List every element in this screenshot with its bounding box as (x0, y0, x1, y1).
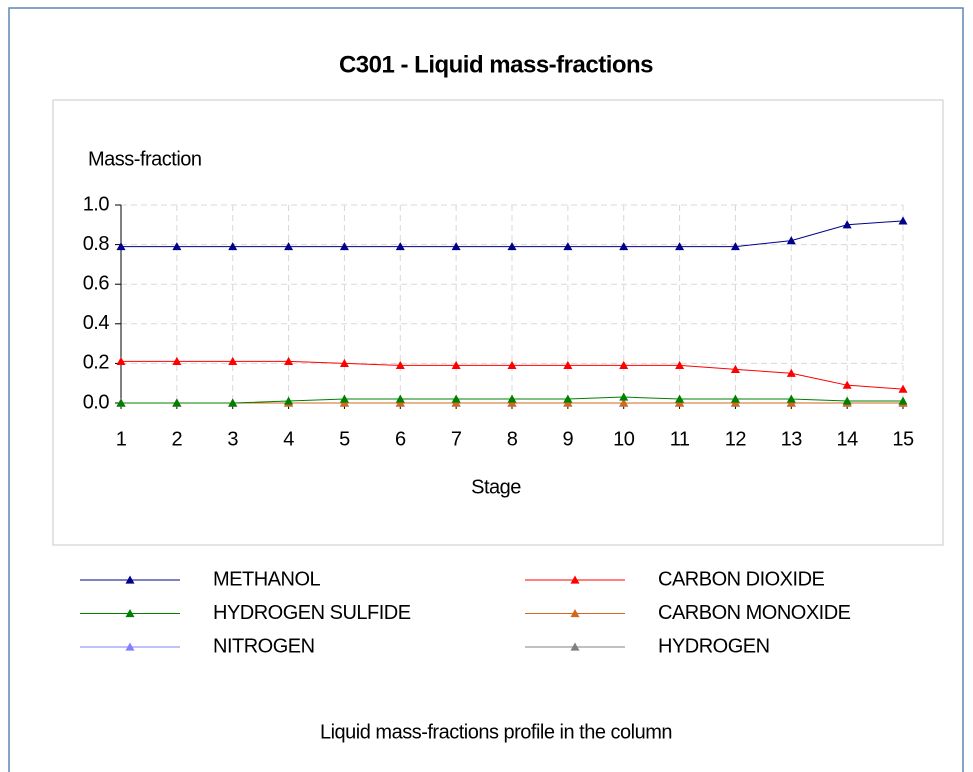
x-tick-label: 15 (892, 428, 914, 450)
series-marker (842, 396, 852, 405)
x-tick-label: 3 (227, 428, 238, 450)
x-tick-label: 6 (395, 428, 406, 450)
series-marker (730, 242, 740, 251)
x-tick-label: 5 (339, 428, 350, 450)
series-marker (284, 396, 294, 405)
legend-marker (570, 609, 580, 618)
y-axis-label: Mass-fraction (88, 148, 202, 170)
x-tick-label: 2 (172, 428, 183, 450)
series-marker (172, 398, 182, 407)
series-marker (451, 242, 461, 251)
series-marker (730, 364, 740, 373)
series-marker (842, 220, 852, 229)
y-tick-label: 0.4 (83, 312, 110, 334)
legend-marker (570, 642, 580, 651)
series-marker (116, 242, 126, 251)
series-marker (675, 394, 685, 403)
series-marker (563, 242, 573, 251)
x-tick-label: 9 (563, 428, 574, 450)
legend-marker (570, 575, 580, 584)
series-marker (228, 242, 238, 251)
series-marker (563, 360, 573, 369)
series-marker (619, 360, 629, 369)
series-marker (619, 392, 629, 401)
y-tick-label: 0.8 (83, 233, 110, 255)
series-marker (507, 242, 517, 251)
y-tick-label: 0.2 (83, 352, 110, 374)
series-marker (507, 360, 517, 369)
series-marker (786, 368, 796, 377)
series-marker (563, 394, 573, 403)
legend-label: HYDROGEN SULFIDE (213, 602, 411, 624)
legend-label: NITROGEN (213, 635, 315, 657)
series-marker (116, 356, 126, 366)
series-marker (786, 236, 796, 245)
series-marker (898, 216, 908, 225)
series-marker (842, 380, 852, 389)
series-marker (675, 360, 685, 369)
caption: Liquid mass-fractions profile in the col… (320, 721, 672, 743)
series-marker (619, 398, 629, 407)
x-tick-label: 4 (283, 428, 294, 450)
series-marker (339, 242, 349, 251)
series-marker (172, 242, 182, 251)
series-marker (228, 398, 238, 407)
y-tick-label: 1.0 (83, 193, 110, 215)
x-tick-label: 10 (613, 428, 635, 450)
series-marker (619, 242, 629, 251)
y-tick-label: 0.6 (83, 272, 110, 294)
outer-frame (8, 7, 964, 772)
series-marker (395, 394, 405, 403)
x-tick-label: 8 (507, 428, 518, 450)
series-marker (172, 356, 182, 366)
series-marker (228, 356, 238, 366)
plot-frame (52, 99, 944, 546)
series-marker (786, 394, 796, 403)
x-tick-label: 13 (781, 428, 803, 450)
x-tick-label: 1 (116, 428, 127, 450)
series-marker (116, 398, 126, 407)
x-tick-label: 11 (670, 428, 690, 450)
series-marker (339, 394, 349, 403)
x-axis-label: Stage (471, 476, 521, 498)
legend-label: METHANOL (213, 568, 321, 590)
series-marker (395, 360, 405, 369)
legend-label: CARBON MONOXIDE (658, 602, 851, 624)
series-marker (451, 360, 461, 369)
legend-marker (125, 575, 135, 584)
series-marker (339, 358, 349, 367)
legend-marker (125, 609, 135, 618)
legend-marker (125, 642, 135, 651)
series-marker (898, 396, 908, 405)
y-tick-label: 0.0 (83, 391, 110, 413)
legend-label: CARBON DIOXIDE (658, 568, 825, 590)
x-tick-label: 14 (837, 428, 859, 450)
series-marker (730, 394, 740, 403)
series-marker (451, 394, 461, 403)
series-marker (898, 384, 908, 393)
series-marker (507, 394, 517, 403)
x-tick-label: 7 (451, 428, 462, 450)
chart-title: C301 - Liquid mass-fractions (339, 51, 653, 78)
series-marker (395, 242, 405, 251)
series-marker (675, 242, 685, 251)
series-marker (284, 356, 294, 366)
series-marker (284, 242, 294, 251)
legend-label: HYDROGEN (658, 635, 770, 657)
x-tick-label: 12 (725, 428, 747, 450)
